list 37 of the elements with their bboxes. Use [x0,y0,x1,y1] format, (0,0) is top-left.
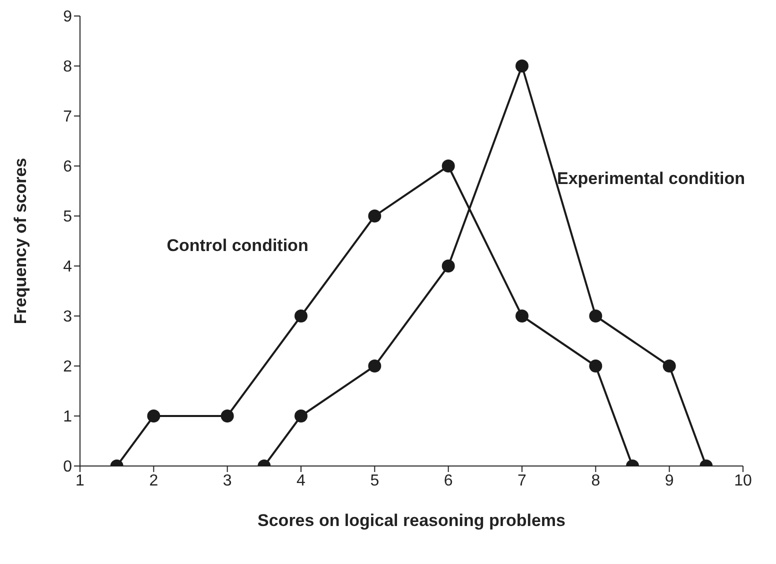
x-tick-label: 1 [76,472,85,490]
point [589,360,602,372]
point [516,60,528,72]
y-axis-title: Frequency of scores [11,158,30,324]
point [662,360,676,372]
point [442,160,455,172]
point [368,210,382,222]
point [294,310,308,322]
x-tick-label: 10 [734,472,752,490]
point [147,410,160,422]
x-tick-label: 2 [149,472,158,490]
y-tick-label: 3 [63,308,72,326]
point [589,310,602,322]
point [516,310,528,322]
y-tick-label: 5 [63,208,72,226]
x-axis-title: Scores on logical reasoning problems [258,511,566,530]
series-label: Experimental condition [557,169,745,188]
x-tick-label: 3 [222,472,232,490]
x-tick-label: 6 [444,472,453,490]
point [442,260,455,272]
y-tick-label: 4 [63,258,72,276]
y-tick-label: 6 [63,158,72,176]
y-tick-label: 2 [63,358,72,376]
x-tick-label: 9 [664,472,674,490]
x-tick-label: 8 [591,472,600,490]
y-tick-label: 9 [63,8,72,26]
point [220,410,234,422]
x-tick-label: 7 [518,472,527,490]
x-tick-label: 4 [296,472,306,490]
point [294,410,308,422]
y-tick-label: 0 [63,458,72,476]
x-tick-label: 5 [370,472,380,490]
y-tick-label: 1 [63,408,72,426]
series-label: Control condition [166,236,308,255]
point [368,360,382,372]
y-tick-label: 8 [63,58,72,76]
y-tick-label: 7 [63,108,72,126]
